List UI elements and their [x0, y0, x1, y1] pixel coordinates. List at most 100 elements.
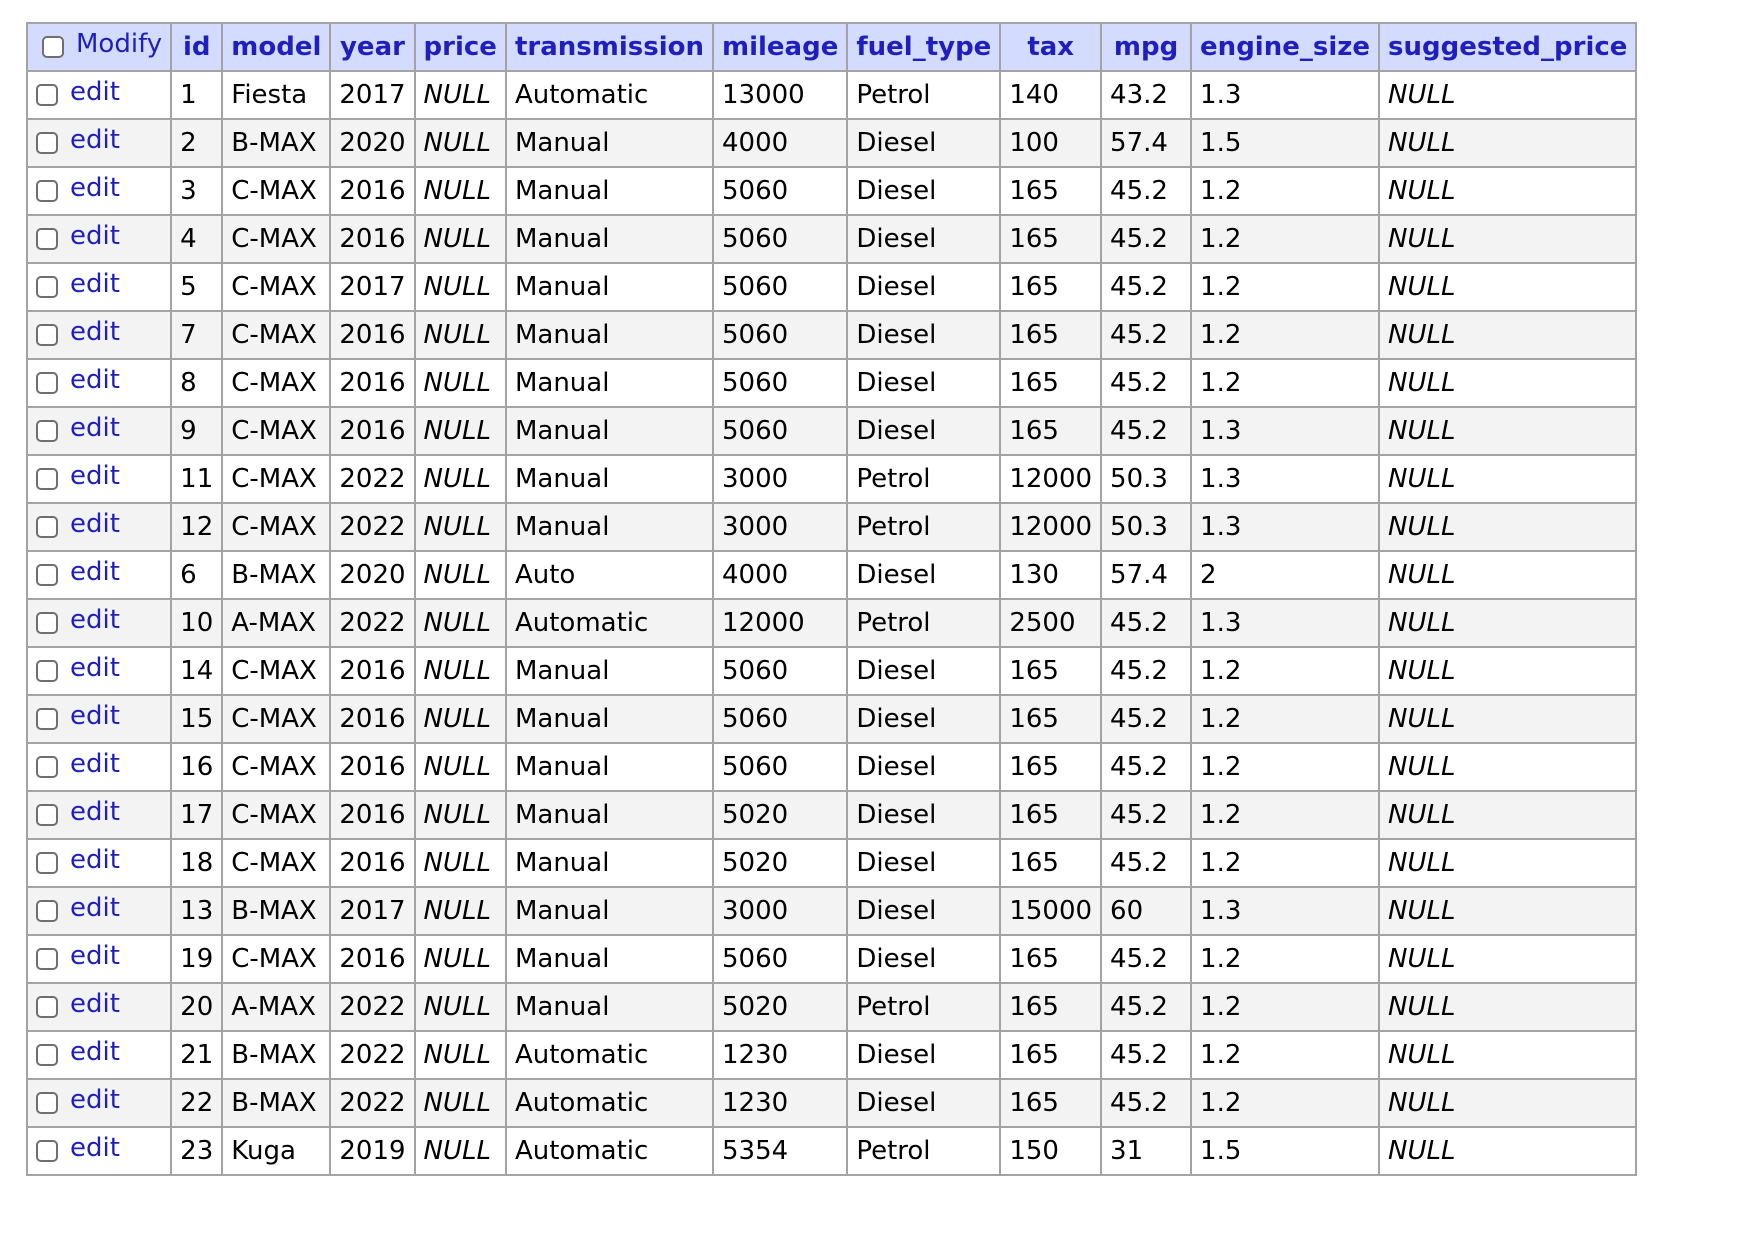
row-select-checkbox[interactable] [36, 1044, 58, 1067]
row-select-checkbox[interactable] [36, 900, 58, 923]
cell-mpg: 45.2 [1100, 934, 1193, 984]
row-select-checkbox[interactable] [36, 84, 58, 107]
row-select-checkbox[interactable] [36, 228, 58, 251]
edit-link[interactable]: edit [70, 845, 120, 876]
edit-link[interactable]: edit [70, 1133, 120, 1164]
row-select-checkbox[interactable] [36, 660, 58, 683]
row-select-checkbox[interactable] [36, 372, 58, 395]
cell-suggested-price: NULL [1378, 310, 1638, 360]
column-header-mpg[interactable]: mpg [1100, 22, 1193, 72]
row-select-checkbox[interactable] [36, 468, 58, 491]
edit-link[interactable]: edit [70, 269, 120, 300]
cell-price: NULL [413, 406, 507, 456]
table-row: edit 15 C-MAX 2016 NULL Manual 5060 Diesel 165 45… [25, 694, 1638, 744]
table-body: edit 1 Fiesta 2017 NULL Automatic 13000 Petrol 1… [25, 70, 1638, 1176]
cell-mileage: 5060 [711, 214, 849, 264]
edit-link[interactable]: edit [70, 941, 120, 972]
row-select-checkbox[interactable] [36, 804, 58, 827]
edit-link[interactable]: edit [70, 797, 120, 828]
modify-cell: edit [25, 454, 173, 504]
cell-suggested-price: NULL [1378, 454, 1638, 504]
row-select-checkbox[interactable] [36, 420, 58, 443]
cell-tax: 165 [999, 934, 1103, 984]
edit-link[interactable]: edit [70, 509, 120, 540]
cell-price: NULL [413, 1126, 507, 1176]
table-row: edit 2 B-MAX 2020 NULL Manual 4000 Diesel 100 57.… [25, 118, 1638, 168]
edit-link[interactable]: edit [70, 365, 120, 396]
row-select-checkbox[interactable] [36, 996, 58, 1019]
column-header-id[interactable]: id [170, 22, 224, 72]
cell-year: 2022 [329, 982, 416, 1032]
row-select-checkbox[interactable] [36, 132, 58, 155]
edit-link[interactable]: edit [70, 557, 120, 588]
cell-id: 22 [170, 1078, 224, 1128]
cell-suggested-price: NULL [1378, 502, 1638, 552]
edit-link[interactable]: edit [70, 221, 120, 252]
edit-link[interactable]: edit [70, 701, 120, 732]
select-all-checkbox[interactable] [42, 36, 64, 59]
column-header-mileage[interactable]: mileage [711, 22, 849, 72]
cell-price: NULL [413, 790, 507, 840]
cell-engine-size: 1.3 [1190, 406, 1381, 456]
cell-id: 17 [170, 790, 224, 840]
row-select-checkbox[interactable] [36, 180, 58, 203]
edit-link[interactable]: edit [70, 653, 120, 684]
cell-mileage: 3000 [711, 454, 849, 504]
cell-tax: 165 [999, 1078, 1103, 1128]
cell-tax: 165 [999, 262, 1103, 312]
cell-suggested-price: NULL [1378, 358, 1638, 408]
row-select-checkbox[interactable] [36, 276, 58, 299]
row-select-checkbox[interactable] [36, 852, 58, 875]
cell-fuel-type: Petrol [846, 454, 1002, 504]
edit-link[interactable]: edit [70, 125, 120, 156]
cell-suggested-price: NULL [1378, 1126, 1638, 1176]
row-select-checkbox[interactable] [36, 564, 58, 587]
edit-link[interactable]: edit [70, 317, 120, 348]
table-row: edit 13 B-MAX 2017 NULL Manual 3000 Diesel 15000… [25, 886, 1638, 936]
row-select-checkbox[interactable] [36, 708, 58, 731]
column-header-model[interactable]: model [221, 22, 332, 72]
edit-link[interactable]: edit [70, 461, 120, 492]
column-header-engine-size[interactable]: engine_size [1190, 22, 1381, 72]
column-header-suggested-price[interactable]: suggested_price [1378, 22, 1638, 72]
column-header-year[interactable]: year [329, 22, 416, 72]
cell-year: 2016 [329, 790, 416, 840]
cell-tax: 100 [999, 118, 1103, 168]
cell-fuel-type: Diesel [846, 790, 1002, 840]
row-select-checkbox[interactable] [36, 1092, 58, 1115]
cell-mpg: 45.2 [1100, 598, 1193, 648]
modify-cell: edit [25, 550, 173, 600]
row-select-checkbox[interactable] [36, 324, 58, 347]
cell-model: C-MAX [221, 358, 332, 408]
cell-suggested-price: NULL [1378, 70, 1638, 120]
cell-id: 11 [170, 454, 224, 504]
cell-fuel-type: Diesel [846, 550, 1002, 600]
table-row: edit 16 C-MAX 2016 NULL Manual 5060 Diesel 165 45… [25, 742, 1638, 792]
edit-link[interactable]: edit [70, 1085, 120, 1116]
cell-model: C-MAX [221, 406, 332, 456]
column-header-transmission[interactable]: transmission [504, 22, 714, 72]
row-select-checkbox[interactable] [36, 756, 58, 779]
edit-link[interactable]: edit [70, 1037, 120, 1068]
column-header-price[interactable]: price [413, 22, 507, 72]
edit-link[interactable]: edit [70, 173, 120, 204]
cell-mpg: 60 [1100, 886, 1193, 936]
edit-link[interactable]: edit [70, 749, 120, 780]
row-select-checkbox[interactable] [36, 948, 58, 971]
cell-engine-size: 1.2 [1190, 1030, 1381, 1080]
cell-tax: 165 [999, 358, 1103, 408]
cell-transmission: Manual [504, 118, 714, 168]
edit-link[interactable]: edit [70, 893, 120, 924]
edit-link[interactable]: edit [70, 605, 120, 636]
row-select-checkbox[interactable] [36, 1140, 58, 1163]
row-select-checkbox[interactable] [36, 516, 58, 539]
column-header-fuel-type[interactable]: fuel_type [846, 22, 1002, 72]
edit-link[interactable]: edit [70, 77, 120, 108]
edit-link[interactable]: edit [70, 413, 120, 444]
edit-link[interactable]: edit [70, 989, 120, 1020]
cell-suggested-price: NULL [1378, 118, 1638, 168]
cell-transmission: Manual [504, 838, 714, 888]
column-header-tax[interactable]: tax [999, 22, 1103, 72]
row-select-checkbox[interactable] [36, 612, 58, 635]
table-row: edit 17 C-MAX 2016 NULL Manual 5020 Diesel 165 45… [25, 790, 1638, 840]
